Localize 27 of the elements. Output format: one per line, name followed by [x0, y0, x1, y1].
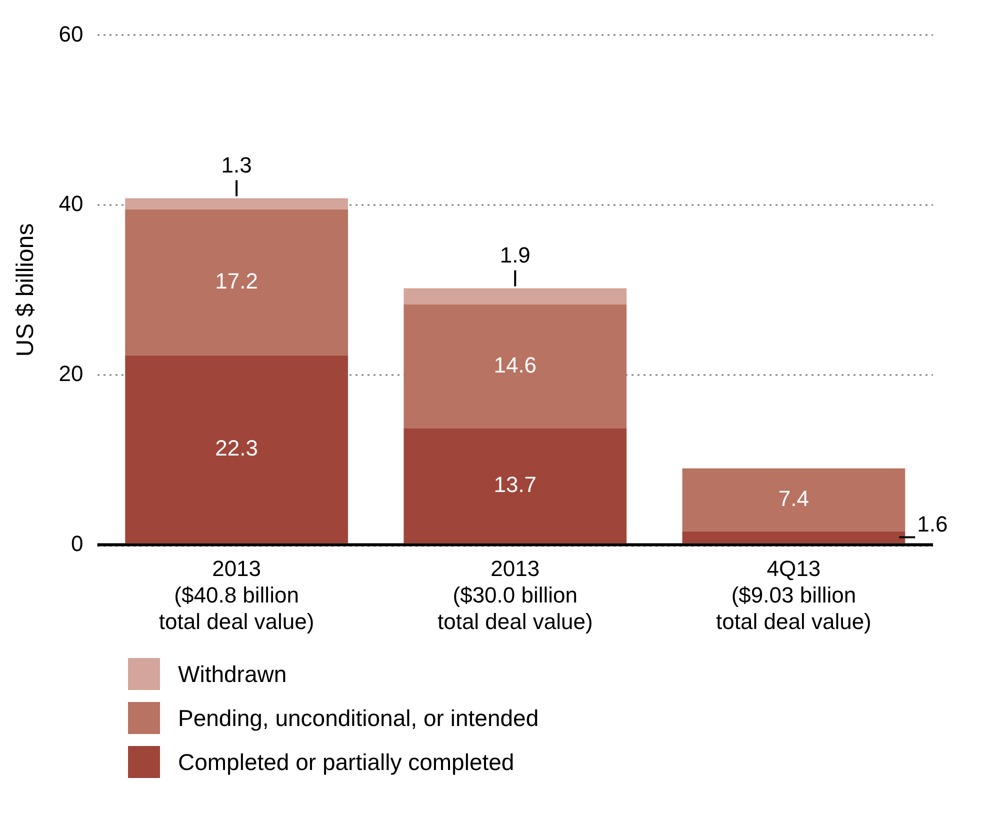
legend-label: Pending, unconditional, or intended	[178, 704, 539, 732]
bar	[682, 468, 906, 532]
x-tick-label: 2013 ($40.8 billion total deal value)	[158, 556, 314, 634]
y-tick-label: 0	[71, 530, 84, 556]
data-label: 13.7	[494, 472, 537, 497]
bar	[404, 288, 627, 304]
bar	[682, 531, 906, 544]
data-label: 22.3	[215, 435, 258, 460]
data-label: 17.2	[215, 268, 258, 294]
bar	[125, 355, 348, 544]
bar	[404, 428, 627, 544]
data-label: 1.9	[500, 242, 530, 268]
bar	[125, 198, 348, 210]
data-label: 1.3	[221, 152, 252, 178]
x-tick-label: 4Q13 ($9.03 billion total deal value)	[716, 556, 872, 634]
legend-label: Completed or partially completed	[178, 748, 514, 776]
y-tick-label: 20	[58, 360, 84, 386]
data-label: 1.6	[917, 511, 948, 536]
x-tick-label: 2013 ($30.0 billion total deal value)	[437, 556, 593, 634]
data-label: 14.6	[494, 352, 537, 378]
y-tick-label: 40	[58, 191, 84, 216]
legend-label: Withdrawn	[178, 660, 287, 688]
bar	[125, 209, 348, 356]
data-label: 7.4	[778, 486, 810, 511]
bar	[404, 304, 627, 428]
y-axis-title: US $ billions	[12, 223, 40, 357]
y-tick-label: 60	[58, 21, 84, 46]
